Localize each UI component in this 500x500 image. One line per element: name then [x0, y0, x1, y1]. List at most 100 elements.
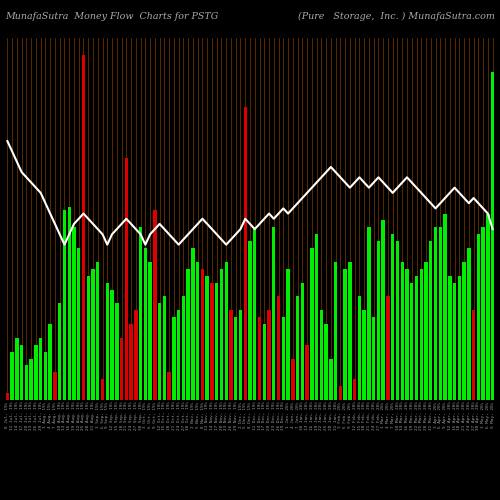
Bar: [210, 282, 214, 400]
Bar: [72, 228, 76, 400]
Bar: [444, 214, 447, 400]
Bar: [158, 304, 162, 400]
Bar: [458, 276, 461, 400]
Bar: [220, 269, 223, 400]
Text: (Pure   Storage,  Inc. ) MunafaSutra.com: (Pure Storage, Inc. ) MunafaSutra.com: [298, 12, 495, 21]
Bar: [448, 276, 452, 400]
Bar: [253, 228, 256, 400]
Bar: [310, 248, 314, 400]
Bar: [372, 317, 376, 400]
Bar: [144, 248, 147, 400]
Bar: [462, 262, 466, 400]
Bar: [206, 276, 209, 400]
Bar: [382, 220, 385, 400]
Bar: [63, 210, 66, 400]
Text: MunafaSutra  Money Flow  Charts for PSTG: MunafaSutra Money Flow Charts for PSTG: [5, 12, 218, 21]
Bar: [101, 380, 104, 400]
Bar: [272, 228, 276, 400]
Bar: [115, 304, 118, 400]
Bar: [30, 358, 33, 400]
Bar: [291, 358, 294, 400]
Bar: [86, 276, 90, 400]
Bar: [139, 228, 142, 400]
Bar: [429, 241, 432, 400]
Bar: [200, 269, 204, 400]
Bar: [110, 290, 114, 400]
Bar: [400, 262, 404, 400]
Bar: [6, 393, 9, 400]
Bar: [20, 345, 24, 400]
Bar: [48, 324, 52, 400]
Bar: [467, 248, 470, 400]
Bar: [491, 72, 494, 400]
Bar: [344, 269, 347, 400]
Bar: [286, 269, 290, 400]
Bar: [120, 338, 124, 400]
Bar: [367, 228, 370, 400]
Bar: [191, 248, 194, 400]
Bar: [15, 338, 18, 400]
Bar: [44, 352, 47, 400]
Bar: [224, 262, 228, 400]
Bar: [434, 228, 437, 400]
Bar: [258, 317, 261, 400]
Bar: [239, 310, 242, 400]
Bar: [376, 241, 380, 400]
Bar: [410, 282, 414, 400]
Bar: [268, 310, 270, 400]
Bar: [92, 269, 94, 400]
Bar: [215, 282, 218, 400]
Bar: [300, 282, 304, 400]
Bar: [391, 234, 394, 400]
Bar: [386, 296, 390, 400]
Bar: [153, 210, 156, 400]
Bar: [277, 296, 280, 400]
Bar: [186, 269, 190, 400]
Bar: [262, 324, 266, 400]
Bar: [348, 262, 352, 400]
Bar: [34, 345, 37, 400]
Bar: [244, 106, 247, 400]
Bar: [148, 262, 152, 400]
Bar: [130, 324, 133, 400]
Bar: [438, 228, 442, 400]
Bar: [24, 366, 28, 400]
Bar: [306, 345, 309, 400]
Bar: [282, 317, 285, 400]
Bar: [106, 282, 109, 400]
Bar: [177, 310, 180, 400]
Bar: [315, 234, 318, 400]
Bar: [320, 310, 323, 400]
Bar: [420, 269, 423, 400]
Bar: [329, 358, 332, 400]
Bar: [39, 338, 42, 400]
Bar: [230, 310, 232, 400]
Bar: [68, 206, 71, 400]
Bar: [362, 310, 366, 400]
Bar: [10, 352, 14, 400]
Bar: [472, 310, 476, 400]
Bar: [196, 262, 200, 400]
Bar: [77, 248, 80, 400]
Bar: [324, 324, 328, 400]
Bar: [58, 304, 61, 400]
Bar: [234, 317, 237, 400]
Bar: [248, 241, 252, 400]
Bar: [406, 269, 408, 400]
Bar: [334, 262, 338, 400]
Bar: [482, 228, 485, 400]
Bar: [96, 262, 100, 400]
Bar: [82, 55, 85, 400]
Bar: [453, 282, 456, 400]
Bar: [424, 262, 428, 400]
Bar: [415, 276, 418, 400]
Bar: [134, 310, 138, 400]
Bar: [296, 296, 300, 400]
Bar: [476, 234, 480, 400]
Bar: [396, 241, 399, 400]
Bar: [358, 296, 361, 400]
Bar: [338, 386, 342, 400]
Bar: [124, 158, 128, 400]
Bar: [353, 380, 356, 400]
Bar: [172, 317, 176, 400]
